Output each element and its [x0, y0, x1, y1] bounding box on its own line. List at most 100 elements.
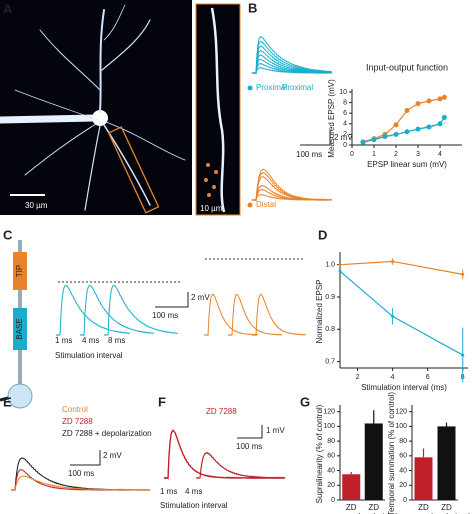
y-tick-label: 2 — [343, 131, 347, 138]
x-tick-label: ZD — [418, 503, 429, 512]
y-axis-label: Measured EPSP (mV) — [327, 79, 336, 158]
y-tick-label: 100 — [323, 423, 335, 430]
y-tick-label: 120 — [323, 409, 335, 416]
neuron-image — [0, 4, 186, 211]
y-tick-label: 6 — [343, 110, 347, 117]
y-tick-label: 80 — [399, 438, 407, 445]
x-tick-label: 2 — [356, 374, 360, 381]
bar — [342, 474, 361, 500]
y-tick-label: 80 — [327, 438, 335, 445]
panel-label: G — [300, 394, 310, 409]
inset-spots — [204, 163, 218, 197]
bar — [437, 426, 456, 500]
y-tick-label: 0.8 — [325, 326, 335, 333]
roi-box — [107, 126, 160, 214]
x-tick-label: ZD depolarized — [429, 503, 470, 514]
label: 4 ms — [185, 487, 202, 496]
y-tick-label: 40 — [327, 467, 335, 474]
y-tick-label: 100 — [395, 423, 407, 430]
scale-bar — [70, 450, 101, 466]
point — [391, 259, 395, 263]
y-tick-label: 0.7 — [325, 358, 335, 365]
point — [338, 269, 342, 273]
series-line — [362, 96, 445, 143]
point — [404, 129, 410, 135]
y-tick-label: 60 — [327, 453, 335, 460]
y-tick-label: 0 — [343, 142, 347, 149]
point — [360, 139, 366, 145]
x-tick-label: 6 — [426, 374, 430, 381]
y-axis-label: Supralinearity (% of control) — [315, 404, 324, 503]
series-line — [339, 260, 463, 275]
inset-dendrite — [210, 7, 226, 213]
scale-label: 1 mV — [266, 426, 285, 435]
legend: ZD 7288 — [62, 417, 93, 426]
label: TIP — [15, 265, 24, 277]
point — [441, 94, 447, 100]
x-axis-label: EPSP linear sum (mV) — [367, 160, 447, 169]
x-tick-label: 1 — [372, 151, 376, 158]
point — [393, 131, 399, 137]
trace — [163, 429, 286, 480]
label: Proximal — [256, 83, 287, 92]
panel-label: C — [3, 227, 13, 242]
scale-bar — [300, 130, 331, 146]
trace — [251, 168, 333, 202]
point — [437, 96, 443, 102]
scale-label: 2 mV — [334, 133, 353, 142]
bar — [414, 457, 433, 500]
point — [415, 126, 421, 132]
point — [426, 124, 432, 130]
label: Proximal — [282, 83, 313, 92]
soma — [7, 383, 33, 409]
series-line — [339, 270, 464, 356]
y-axis-label: Temporal summation (% of control) — [387, 392, 396, 514]
x-axis-label: Stimulation interval (ms) — [361, 383, 447, 392]
trace — [103, 285, 179, 336]
micrograph — [0, 0, 192, 215]
trace — [251, 184, 333, 202]
point — [382, 134, 388, 140]
dot — [247, 85, 253, 91]
legend: ZD 7288 + depolarization — [62, 429, 152, 438]
point — [338, 263, 342, 267]
y-tick-label: 120 — [395, 409, 407, 416]
label: BASE — [15, 318, 24, 339]
point — [461, 272, 465, 276]
trace — [251, 35, 333, 75]
trace — [227, 294, 283, 337]
scale-label: 2 mV — [103, 451, 122, 460]
chart-title: Input-output function — [366, 62, 448, 72]
trace — [203, 293, 259, 337]
point — [426, 98, 432, 104]
point — [371, 137, 377, 143]
y-tick-label: 20 — [327, 482, 335, 489]
x-tick-label: ZD — [345, 503, 357, 512]
base-box — [13, 308, 27, 350]
label: 1 ms — [160, 487, 177, 496]
scale-label: 100 ms — [236, 442, 262, 451]
scale-label: 100 ms — [296, 150, 322, 159]
y-tick-label: 1.0 — [325, 262, 335, 269]
x-tick-label: ZD depolarized — [356, 503, 397, 514]
panel-label: B — [248, 0, 257, 15]
label: 1 ms — [55, 336, 72, 345]
scale-bar — [237, 425, 263, 439]
label: 4 ms — [82, 336, 99, 345]
point — [391, 314, 395, 318]
trace — [251, 293, 307, 337]
y-tick-label: 8 — [343, 99, 347, 106]
y-tick-label: 60 — [399, 453, 407, 460]
bar — [364, 423, 383, 500]
scale-label: 100 ms — [68, 469, 94, 478]
x-tick-label: 2 — [394, 151, 398, 158]
label: Distal — [256, 200, 276, 209]
point — [441, 114, 447, 120]
point — [393, 122, 399, 128]
dot — [247, 202, 253, 208]
y-tick-label: 20 — [399, 482, 407, 489]
label: Stimulation interval — [55, 351, 123, 360]
y-tick-label: 40 — [399, 467, 407, 474]
